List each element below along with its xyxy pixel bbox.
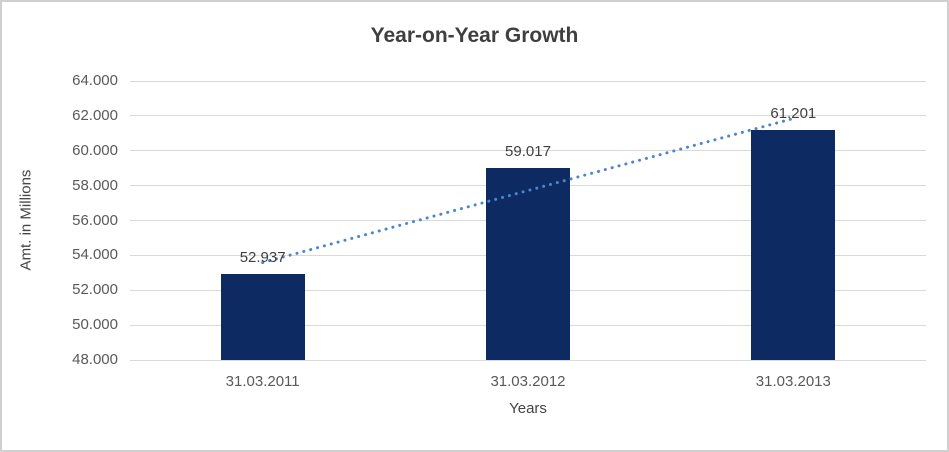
gridline (130, 80, 926, 82)
x-axis-title: Years (509, 400, 547, 417)
y-tick-label: 52.000 (72, 281, 118, 299)
gridline (130, 359, 926, 361)
bar-value-label: 59.017 (505, 142, 551, 160)
y-tick-label: 60.000 (72, 141, 118, 159)
y-tick-label: 48.000 (72, 351, 118, 368)
y-tick-label: 50.000 (72, 316, 118, 334)
bar-value-label: 61.201 (770, 104, 817, 122)
bar-value-label: 52.937 (239, 248, 286, 266)
bar-31.03.2011 (220, 273, 305, 360)
bar-31.03.2012 (486, 167, 570, 360)
x-tick-label: 31.03.2012 (490, 373, 566, 390)
y-tick-label: 58.000 (72, 176, 118, 194)
y-tick-label: 64.000 (72, 72, 118, 89)
chart-title: Year-on-Year Growth (370, 24, 579, 47)
bar-31.03.2013 (751, 129, 836, 360)
y-tick-label: 54.000 (72, 246, 118, 264)
y-tick-label: 62.000 (72, 106, 118, 124)
x-tick-label: 31.03.2011 (225, 373, 300, 390)
y-tick-label: 56.000 (72, 211, 118, 229)
gridline (130, 115, 926, 117)
x-tick-label: 31.03.2013 (755, 373, 831, 390)
